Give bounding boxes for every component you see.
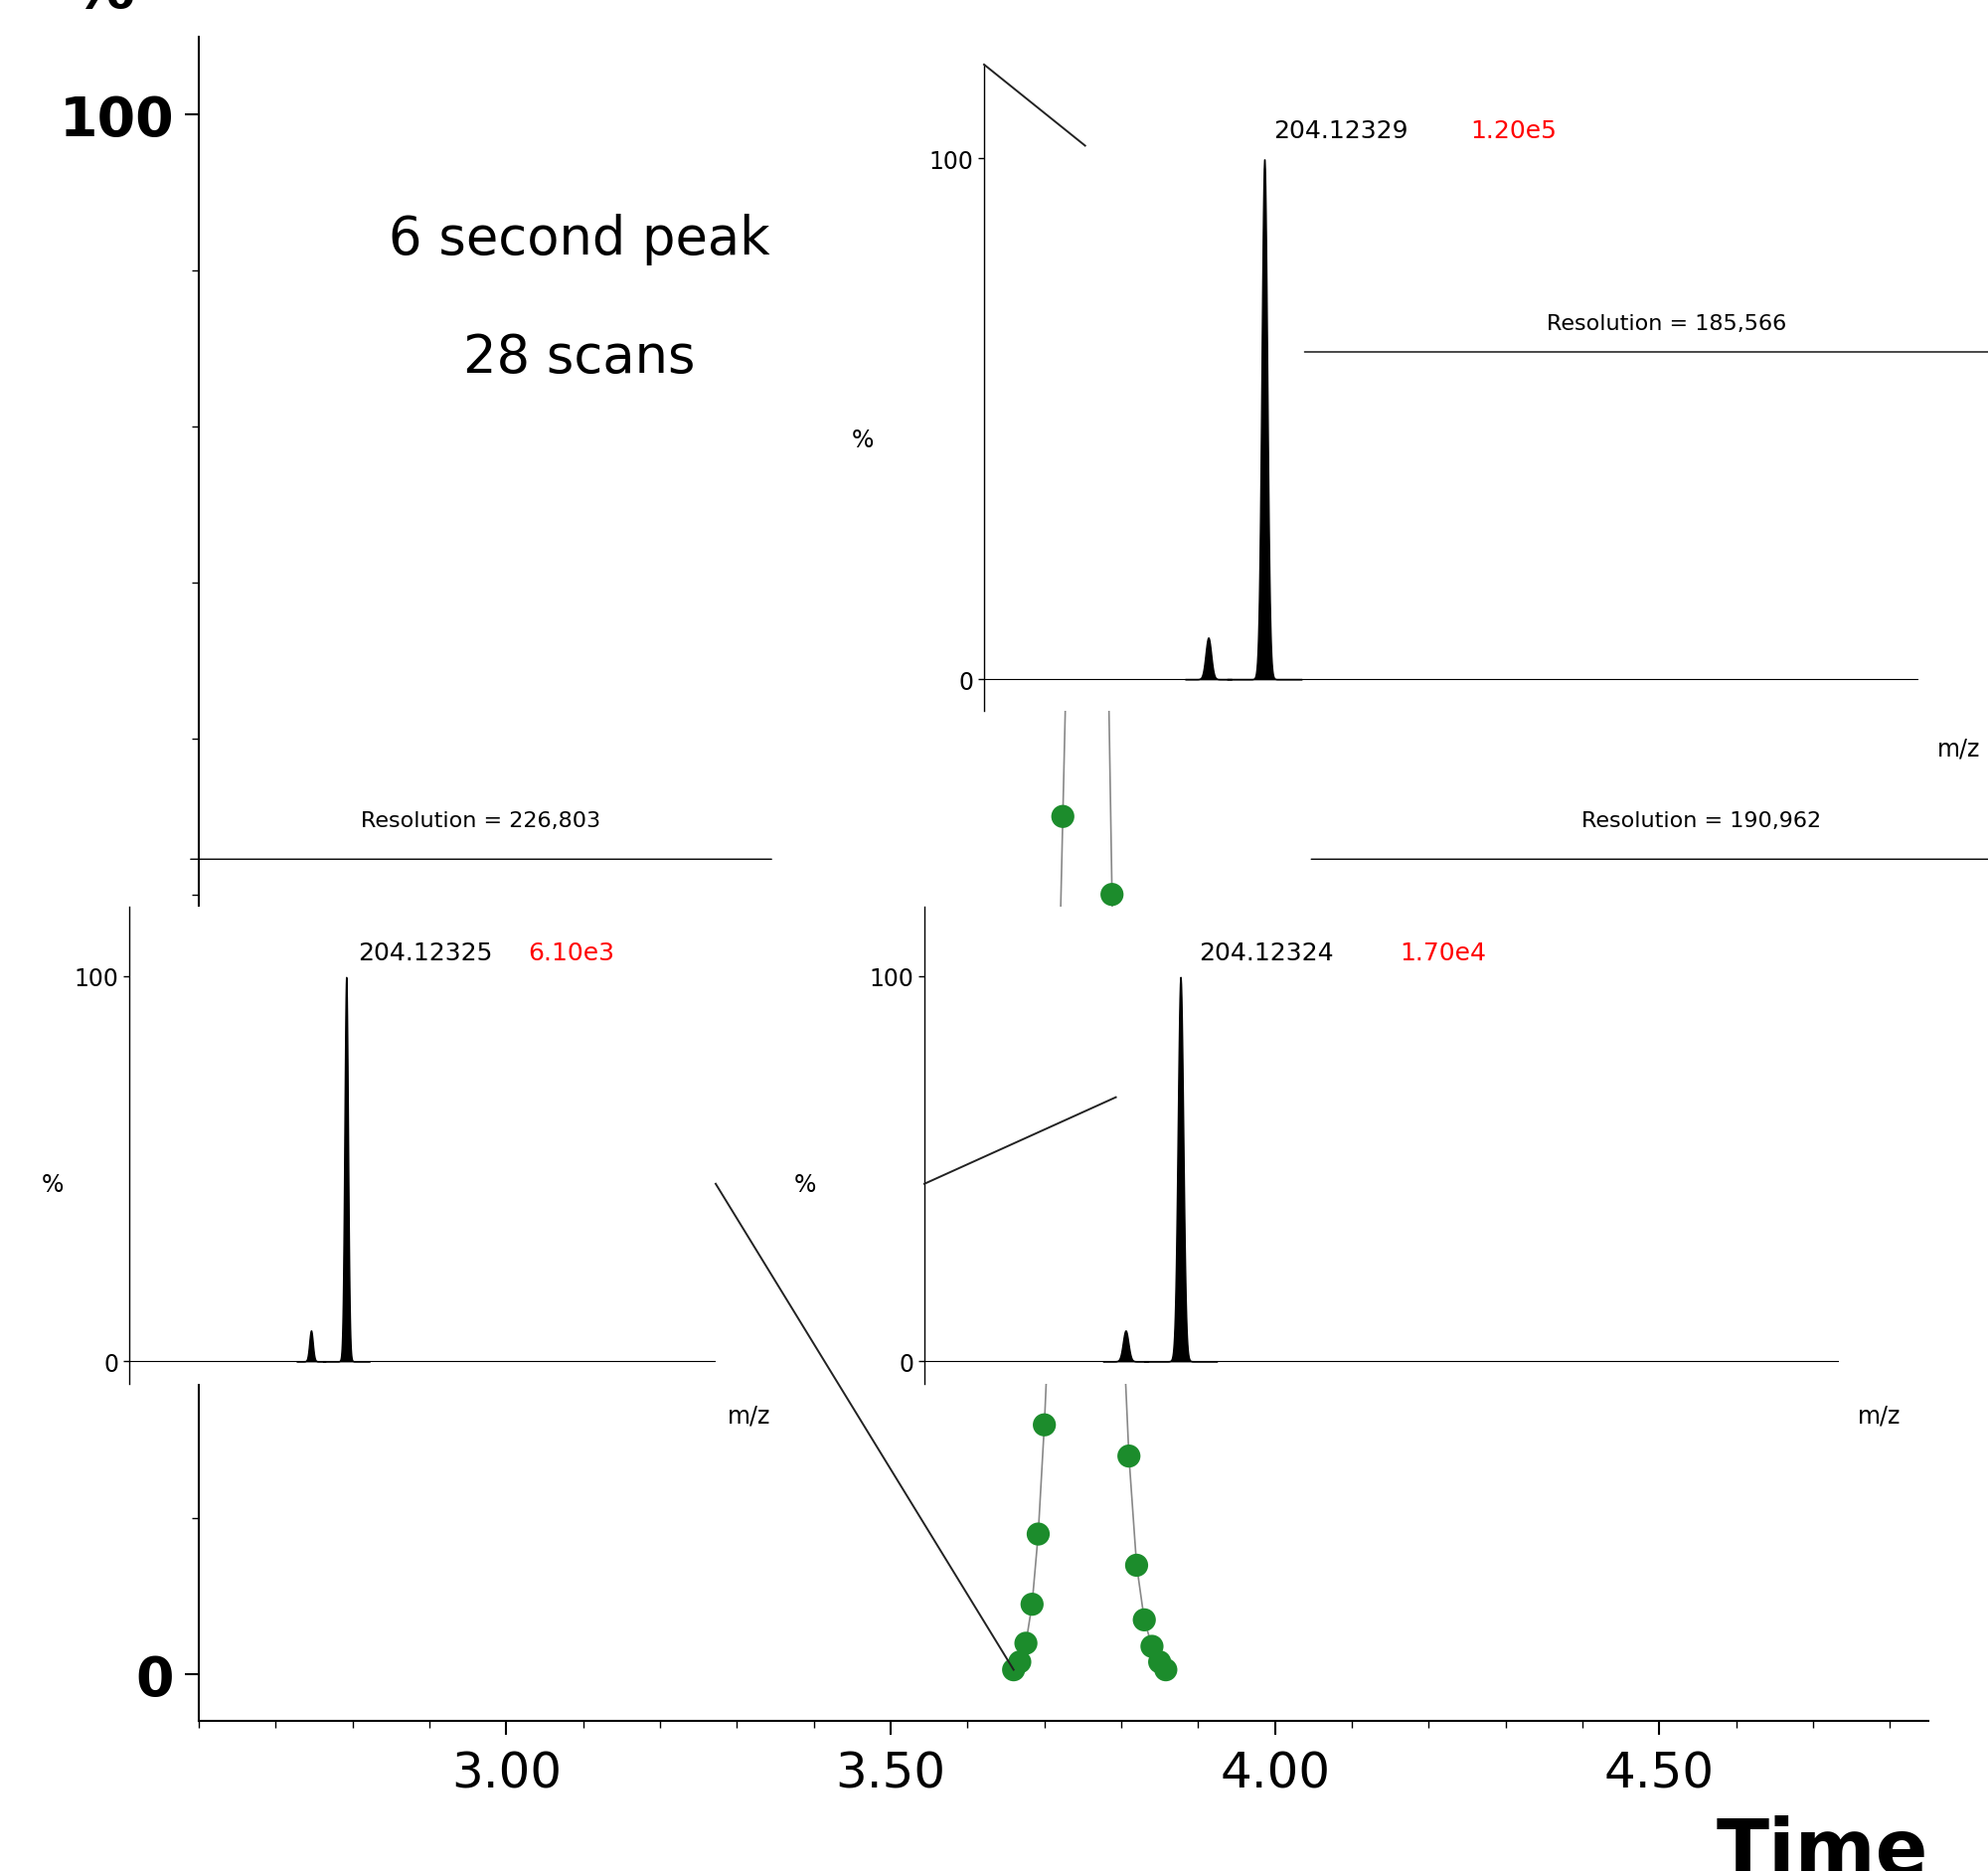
Text: m/z: m/z xyxy=(1936,737,1980,761)
Point xyxy=(1074,101,1105,131)
Text: 28 scans: 28 scans xyxy=(463,331,696,384)
Text: 6 second peak: 6 second peak xyxy=(388,213,769,266)
Point xyxy=(1087,443,1119,473)
Point xyxy=(1042,1066,1074,1096)
Point xyxy=(1143,1646,1175,1676)
Point xyxy=(1034,1270,1066,1300)
Text: %: % xyxy=(72,0,135,21)
Text: 6.10e3: 6.10e3 xyxy=(529,941,614,965)
Point xyxy=(1113,1441,1145,1471)
Text: %: % xyxy=(795,1173,817,1196)
Point xyxy=(1095,879,1127,909)
Point xyxy=(1091,645,1123,675)
Point xyxy=(1010,1628,1042,1658)
Point xyxy=(1135,1632,1167,1661)
Text: %: % xyxy=(851,428,873,451)
Point xyxy=(1048,803,1079,833)
Text: Time: Time xyxy=(1716,1815,1928,1871)
Point xyxy=(1060,335,1091,365)
Point xyxy=(1004,1646,1036,1676)
Point xyxy=(1121,1551,1153,1581)
Text: 204.12325: 204.12325 xyxy=(358,941,493,965)
Text: 204.12324: 204.12324 xyxy=(1199,941,1334,965)
Text: 1.20e5: 1.20e5 xyxy=(1469,120,1557,144)
Text: 1.70e4: 1.70e4 xyxy=(1400,941,1487,965)
Point xyxy=(1070,131,1101,161)
Text: Resolution = 185,566: Resolution = 185,566 xyxy=(1547,314,1785,333)
Point xyxy=(1081,195,1113,225)
Point xyxy=(1099,1083,1131,1113)
Text: Resolution = 190,962: Resolution = 190,962 xyxy=(1582,812,1821,831)
Point xyxy=(1105,1270,1137,1300)
Point xyxy=(1022,1519,1054,1549)
Point xyxy=(1085,288,1117,318)
Point xyxy=(1149,1654,1181,1684)
Point xyxy=(1077,131,1109,161)
Point xyxy=(1028,1411,1060,1441)
Point xyxy=(1129,1605,1161,1635)
Point xyxy=(1066,195,1097,225)
Text: 204.12329: 204.12329 xyxy=(1274,120,1408,144)
Text: %: % xyxy=(42,1173,64,1196)
Point xyxy=(998,1654,1030,1684)
Text: Resolution = 226,803: Resolution = 226,803 xyxy=(362,812,600,831)
Point xyxy=(1054,537,1085,567)
Text: m/z: m/z xyxy=(1857,1403,1901,1428)
Point xyxy=(1016,1588,1048,1618)
Text: m/z: m/z xyxy=(728,1403,771,1428)
